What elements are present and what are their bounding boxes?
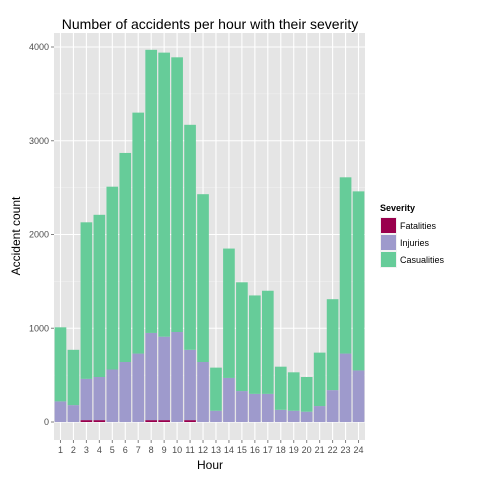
bar-casualities-hour-13 — [210, 367, 222, 411]
x-tick-label: 20 — [302, 445, 312, 455]
bar-casualities-hour-23 — [339, 177, 352, 354]
bar-injuries-hour-16 — [249, 393, 261, 422]
bar-injuries-hour-10 — [171, 332, 183, 422]
bar-casualities-hour-22 — [326, 299, 339, 391]
bar-injuries-hour-12 — [197, 362, 209, 422]
bar-injuries-hour-24 — [352, 370, 365, 422]
x-axis-title: Hour — [197, 458, 223, 472]
bar-injuries-hour-4 — [93, 377, 106, 421]
bar-injuries-hour-7 — [132, 353, 145, 422]
bar-injuries-hour-20 — [300, 411, 313, 422]
x-tick-label: 2 — [71, 445, 76, 455]
bar-casualities-hour-11 — [184, 124, 196, 350]
bars — [54, 49, 365, 422]
bar-injuries-hour-8 — [145, 332, 158, 421]
bar-casualities-hour-2 — [67, 349, 80, 406]
bar-casualities-hour-16 — [249, 295, 261, 394]
bar-injuries-hour-19 — [287, 410, 300, 422]
bar-casualities-hour-7 — [132, 112, 145, 354]
bar-casualities-hour-1 — [54, 327, 67, 402]
x-tick-label: 21 — [315, 445, 325, 455]
bar-casualities-hour-19 — [287, 372, 300, 411]
x-tick-label: 7 — [136, 445, 141, 455]
legend-swatch-fatalities — [381, 218, 396, 233]
legend-title: Severity — [380, 203, 415, 213]
bar-casualities-hour-17 — [261, 290, 274, 394]
bar-casualities-hour-24 — [352, 191, 365, 371]
bar-casualities-hour-6 — [119, 152, 132, 362]
bar-injuries-hour-5 — [106, 369, 119, 422]
bar-casualities-hour-4 — [93, 214, 106, 377]
y-axis-title: Accident count — [9, 196, 23, 275]
x-tick-label: 10 — [172, 445, 182, 455]
y-tick-label: 3000 — [29, 136, 49, 146]
bar-injuries-hour-14 — [223, 377, 235, 422]
x-tick-label: 3 — [84, 445, 89, 455]
bar-casualities-hour-8 — [145, 49, 158, 333]
bar-injuries-hour-1 — [54, 401, 67, 422]
bar-injuries-hour-18 — [274, 409, 287, 422]
bar-casualities-hour-3 — [80, 222, 93, 379]
bar-injuries-hour-3 — [80, 378, 93, 421]
bar-casualities-hour-20 — [300, 377, 313, 412]
chart-title: Number of accidents per hour with their … — [62, 16, 358, 32]
x-tick-label: 22 — [328, 445, 338, 455]
plot-panel — [54, 33, 365, 440]
bar-injuries-hour-15 — [236, 391, 248, 422]
bar-fatalities-hour-11 — [184, 420, 196, 422]
bar-casualities-hour-15 — [236, 282, 248, 392]
x-tick-label: 16 — [250, 445, 260, 455]
bar-fatalities-hour-8 — [145, 420, 158, 422]
bar-injuries-hour-21 — [313, 406, 326, 422]
y-tick-label: 0 — [44, 417, 49, 427]
bar-casualities-hour-5 — [106, 186, 119, 370]
x-tick-label: 17 — [263, 445, 273, 455]
x-tick-label: 1 — [58, 445, 63, 455]
legend-label-fatalities: Fatalities — [400, 221, 437, 231]
x-tick-label: 19 — [289, 445, 299, 455]
legend-swatch-injuries — [381, 235, 396, 250]
bar-fatalities-hour-3 — [80, 420, 93, 422]
x-tick-label: 13 — [211, 445, 221, 455]
bar-injuries-hour-23 — [339, 353, 352, 422]
x-tick-label: 18 — [276, 445, 286, 455]
bar-casualities-hour-9 — [158, 52, 170, 337]
x-tick-label: 23 — [341, 445, 351, 455]
bar-casualities-hour-21 — [313, 352, 326, 407]
x-tick-label: 24 — [354, 445, 364, 455]
bar-casualities-hour-14 — [223, 248, 235, 378]
x-tick-label: 5 — [110, 445, 115, 455]
x-tick-label: 6 — [123, 445, 128, 455]
bar-injuries-hour-13 — [210, 410, 222, 422]
bar-injuries-hour-6 — [119, 362, 132, 422]
bar-fatalities-hour-4 — [93, 420, 106, 422]
x-tick-label: 11 — [185, 445, 194, 455]
x-tick-label: 9 — [162, 445, 167, 455]
y-tick-label: 1000 — [29, 323, 49, 333]
x-tick-label: 14 — [224, 445, 234, 455]
bar-fatalities-hour-9 — [158, 420, 170, 422]
bar-casualities-hour-10 — [171, 57, 183, 332]
x-tick-label: 15 — [237, 445, 247, 455]
bar-injuries-hour-11 — [184, 349, 196, 421]
x-tick-label: 12 — [198, 445, 208, 455]
legend-label-injuries: Injuries — [400, 238, 430, 248]
bar-injuries-hour-9 — [158, 336, 170, 421]
bar-injuries-hour-2 — [67, 405, 80, 422]
y-tick-label: 2000 — [29, 230, 49, 240]
bar-casualities-hour-12 — [197, 194, 209, 362]
x-tick-label: 4 — [97, 445, 102, 455]
legend-label-casualities: Casualities — [400, 255, 445, 265]
bar-casualities-hour-18 — [274, 366, 287, 410]
bar-injuries-hour-17 — [261, 393, 274, 422]
y-tick-label: 4000 — [29, 42, 49, 52]
bar-injuries-hour-22 — [326, 390, 339, 422]
x-tick-label: 8 — [149, 445, 154, 455]
legend-swatch-casualities — [381, 252, 396, 267]
legend: Severity Fatalities Injuries Casualities — [380, 203, 445, 268]
